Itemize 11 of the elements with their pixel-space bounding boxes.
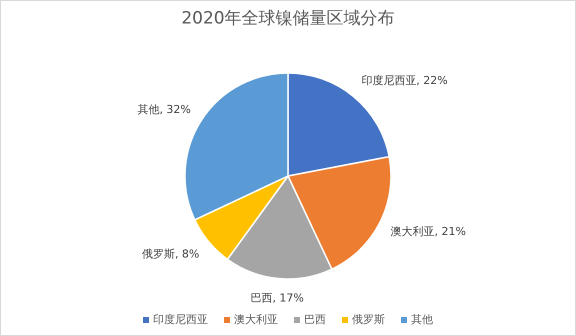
- legend-label: 俄罗斯: [352, 313, 385, 326]
- data-label: 印度尼西亚, 22%: [361, 74, 448, 88]
- data-label: 俄罗斯, 8%: [142, 247, 200, 260]
- data-label: 其他, 32%: [137, 103, 191, 116]
- chart-title: 2020年全球镍储量区域分布: [181, 8, 395, 29]
- legend-label: 巴西: [304, 313, 326, 326]
- legend-label: 其他: [411, 313, 433, 326]
- data-label: 澳大利亚, 21%: [390, 224, 466, 238]
- legend-label: 澳大利亚: [234, 313, 278, 326]
- legend-label: 印度尼西亚: [153, 313, 208, 326]
- data-label: 巴西, 17%: [250, 291, 304, 304]
